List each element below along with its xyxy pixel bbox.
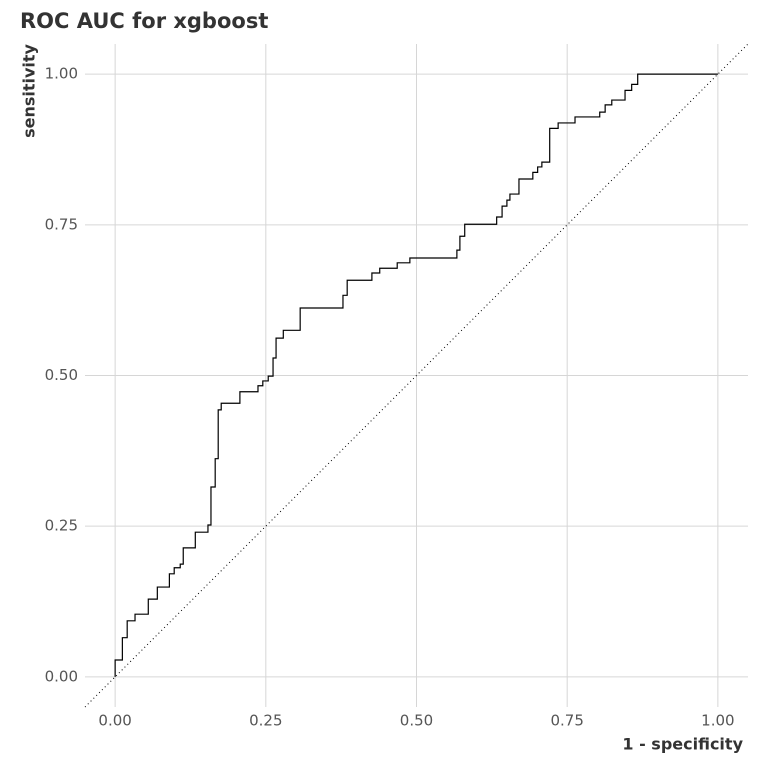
y-tick-label: 0.50 — [45, 366, 78, 384]
y-tick-label: 0.75 — [45, 215, 78, 233]
x-tick-label: 0.00 — [98, 712, 131, 730]
reference-line — [84, 43, 749, 708]
y-tick-label: 0.25 — [45, 517, 78, 535]
x-tick-label: 0.75 — [550, 712, 583, 730]
y-tick-label: 1.00 — [45, 65, 78, 83]
x-tick-label: 1.00 — [701, 712, 734, 730]
y-tick-label: 0.00 — [45, 667, 78, 685]
roc-curve — [114, 73, 718, 677]
y-axis-title: sensitivity — [20, 43, 39, 137]
x-axis-title: 1 - specificity — [622, 735, 743, 754]
chart-title: ROC AUC for xgboost — [20, 9, 268, 33]
x-tick-label: 0.50 — [400, 712, 433, 730]
x-tick-label: 0.25 — [249, 712, 282, 730]
